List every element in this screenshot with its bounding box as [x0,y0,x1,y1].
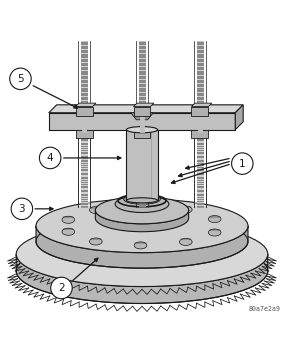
Text: 5: 5 [17,74,24,84]
Ellipse shape [134,242,147,249]
FancyBboxPatch shape [191,107,208,116]
Ellipse shape [179,206,192,213]
Polygon shape [95,210,189,232]
Polygon shape [235,105,243,130]
Polygon shape [76,103,96,107]
Circle shape [231,153,253,174]
Text: 80a7e2a9: 80a7e2a9 [248,306,281,312]
Circle shape [51,277,72,299]
FancyBboxPatch shape [133,107,151,116]
Circle shape [11,198,33,220]
Ellipse shape [134,203,147,210]
FancyBboxPatch shape [76,107,93,116]
Ellipse shape [16,221,268,287]
Ellipse shape [62,216,75,223]
Polygon shape [36,226,248,268]
Circle shape [39,147,61,169]
Ellipse shape [126,198,158,203]
Ellipse shape [208,215,221,223]
Polygon shape [126,130,158,200]
Text: 3: 3 [18,204,25,214]
Text: 1: 1 [239,159,246,169]
Ellipse shape [89,238,102,245]
Polygon shape [131,113,153,120]
Polygon shape [133,103,154,107]
Text: 2: 2 [58,283,65,293]
Ellipse shape [95,197,189,224]
FancyBboxPatch shape [191,130,208,138]
Ellipse shape [36,199,248,253]
Ellipse shape [126,127,158,133]
Ellipse shape [62,228,75,235]
Polygon shape [191,103,212,107]
Ellipse shape [89,206,102,214]
Ellipse shape [124,194,160,204]
Polygon shape [16,254,268,304]
FancyBboxPatch shape [76,130,93,138]
Ellipse shape [179,238,192,245]
FancyBboxPatch shape [133,130,151,138]
Polygon shape [49,105,243,113]
Ellipse shape [115,196,169,212]
Polygon shape [49,113,235,130]
Circle shape [10,68,31,90]
Ellipse shape [208,229,221,236]
Text: 4: 4 [47,153,53,163]
